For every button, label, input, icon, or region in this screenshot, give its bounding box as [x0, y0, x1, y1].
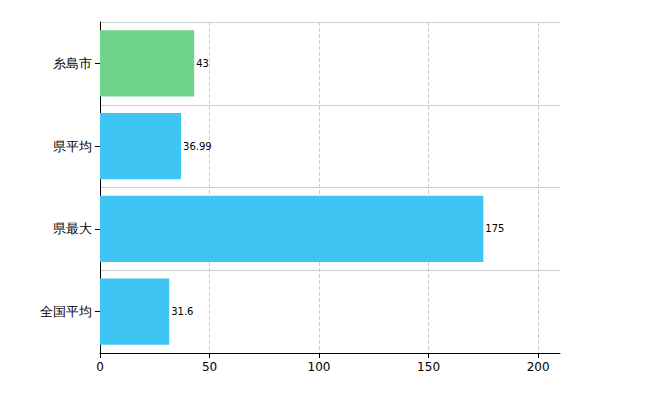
svg-text:糸島市: 糸島市 — [53, 56, 92, 71]
svg-text:県平均: 県平均 — [53, 139, 92, 154]
svg-text:43: 43 — [196, 58, 209, 69]
svg-text:200: 200 — [527, 360, 550, 374]
svg-text:県最大: 県最大 — [53, 221, 92, 236]
svg-text:175: 175 — [485, 223, 504, 234]
svg-text:150: 150 — [417, 360, 440, 374]
svg-text:31.6: 31.6 — [171, 306, 193, 317]
svg-text:全国平均: 全国平均 — [40, 304, 92, 319]
svg-text:36.99: 36.99 — [183, 141, 212, 152]
svg-text:50: 50 — [202, 360, 217, 374]
svg-text:0: 0 — [96, 360, 104, 374]
svg-text:100: 100 — [308, 360, 331, 374]
